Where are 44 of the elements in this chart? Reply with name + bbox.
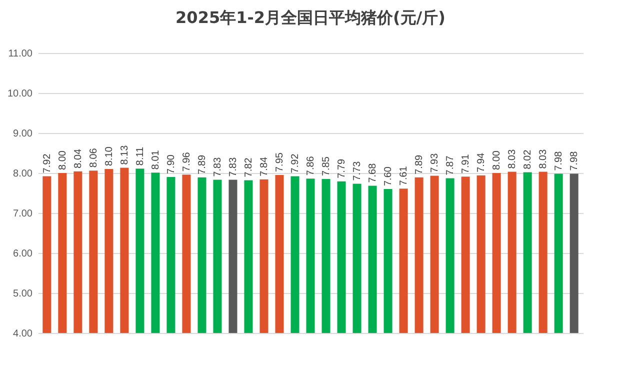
data-label: 7.98 [569,150,580,171]
data-label: 7.89 [196,154,208,174]
data-label: 7.94 [476,152,488,172]
data-label: 7.84 [258,156,270,176]
data-label: 8.03 [507,148,518,169]
chart-title: 2025年1-2月全国日平均猪价(元/斤) [176,8,446,27]
data-label: 8.11 [134,146,146,166]
y-tick-label: 10.00 [7,88,33,100]
data-label: 7.93 [430,152,441,173]
data-label: 7.98 [554,150,565,171]
data-label: 8.03 [538,148,550,169]
data-label: 8.01 [150,150,162,170]
data-label: 7.87 [445,155,456,176]
data-label: 7.82 [243,157,254,178]
data-label: 7.73 [352,160,364,181]
data-label: 7.86 [306,156,316,176]
data-label: 8.06 [88,148,100,168]
data-label: 7.89 [414,154,426,174]
y-tick-label: 9.00 [13,128,33,140]
data-label: 7.60 [383,166,394,186]
data-label: 7.90 [166,154,177,174]
data-label: 7.92 [42,153,53,174]
data-label: 7.91 [460,154,472,174]
data-label: 7.83 [212,156,224,177]
data-label: 8.04 [72,148,84,168]
data-label: 7.79 [336,158,348,178]
y-tick-label: 7.00 [13,208,33,220]
data-label: 8.00 [492,150,503,170]
data-label: 7.85 [321,156,332,176]
y-tick-label: 4.00 [13,328,33,340]
data-label: 8.13 [119,144,130,165]
data-label: 7.68 [368,162,379,183]
data-label: 7.61 [398,166,410,186]
data-label: 8.00 [57,150,68,170]
y-tick-label: 8.00 [13,168,33,180]
data-label: 7.83 [228,156,239,177]
y-tick-label: 5.00 [13,288,33,300]
data-label: 8.02 [522,149,534,170]
y-tick-label: 11.00 [8,48,33,60]
data-label: 8.10 [104,146,115,166]
data-label: 7.95 [274,152,286,172]
data-label: 7.92 [290,153,301,174]
data-label: 7.96 [181,152,192,172]
y-tick-label: 6.00 [13,248,33,260]
